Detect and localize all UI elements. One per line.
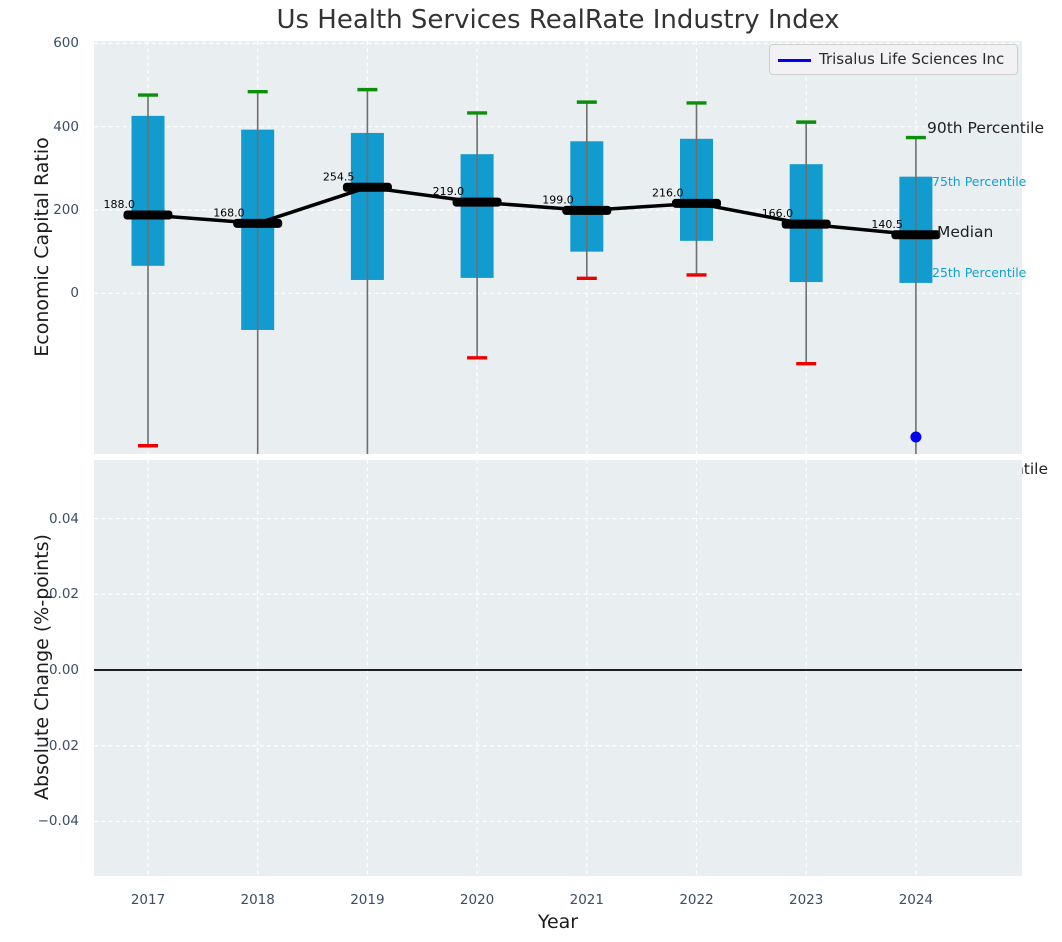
median-marker [123,210,173,220]
y-tick-label-top: 200 [53,202,79,218]
median-value-label: 254.5 [323,170,355,183]
x-axis-label: Year [537,911,579,933]
median-value-label: 199.0 [542,193,574,206]
median-value-label: 219.0 [433,185,465,198]
annotation-90th-percentile: 90th Percentile [927,119,1045,137]
legend-label: Trisalus Life Sciences Inc [819,50,1005,68]
y-tick-label-bottom: 0.00 [48,662,79,678]
median-marker [562,205,612,215]
chart-title: Us Health Services RealRate Industry Ind… [276,5,840,35]
annotation-75th-percentile: 75th Percentile [932,174,1027,189]
trisalus-data-point [910,431,922,443]
x-tick-label: 2018 [240,892,275,908]
median-value-label: 168.0 [213,206,245,219]
median-marker [452,197,502,207]
bottom-plot-panel [94,460,1022,876]
median-value-label: 140.5 [871,218,903,231]
bottom-plot-svg [94,460,1022,876]
y-axis-label-top: Economic Capital Ratio [31,137,53,357]
legend-line-icon [778,59,811,62]
x-tick-label: 2019 [350,892,385,908]
y-tick-label-top: 600 [53,35,79,52]
y-tick-label-bottom: 0.02 [48,586,79,603]
median-marker [342,182,392,192]
y-tick-label-top: 400 [53,118,79,135]
y-tick-label-bottom: −0.02 [37,737,79,754]
median-value-label: 216.0 [652,186,684,199]
median-value-label: 188.0 [104,198,136,211]
median-marker [781,219,831,229]
median-marker [672,198,721,208]
y-tick-label-top: 0 [70,285,79,302]
median-marker [233,218,283,228]
x-tick-label: 2024 [898,892,934,908]
median-value-label: 166.0 [762,207,794,220]
x-tick-label: 2023 [789,892,824,908]
top-plot-svg: 188.0 168.0 254.5 219.0 199.0 216.0 166.0 140.5 [94,41,1022,454]
y-tick-label-bottom: −0.04 [37,813,79,830]
legend: Trisalus Life Sciences Inc [769,44,1018,75]
x-tick-label: 2017 [130,892,166,908]
annotation-25th-percentile: 25th Percentile [932,265,1027,280]
y-tick-label-bottom: 0.04 [48,510,79,527]
annotation-median: Median [937,223,994,241]
x-tick-label: 2021 [569,892,604,908]
x-tick-label: 2022 [679,892,714,908]
median-marker [891,230,941,240]
top-plot-panel: 188.0 168.0 254.5 219.0 199.0 216.0 166.0 140.5 [94,41,1022,454]
x-tick-label: 2020 [459,892,495,908]
